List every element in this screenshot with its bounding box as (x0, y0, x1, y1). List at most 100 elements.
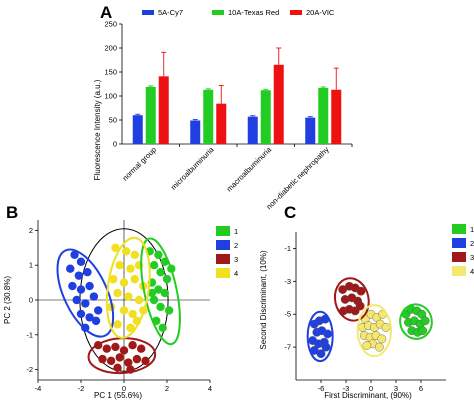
panel-b-point-group-1 (164, 306, 174, 315)
panel-a-category-labels: normal group microalbuminuria macroalbumin… (121, 144, 331, 211)
panel-b-point-group-2 (85, 281, 94, 291)
panel-c-point-group-1 (418, 326, 428, 336)
panel-c-letter: C (284, 203, 296, 222)
panel-b-point-group-3 (132, 354, 142, 364)
panel-b-point-group-2 (94, 306, 103, 315)
panel-b-ytick-label: 0 (29, 296, 33, 305)
bar-5A-Cy7 (132, 115, 143, 144)
legend-label: 20A-VIC (306, 8, 335, 17)
panel-a-letter: A (100, 3, 112, 22)
panel-b-point-group-3 (98, 354, 107, 364)
panel-b-point-group-1 (160, 288, 170, 298)
panel-b-axes: -4 -2 0 2 4 -2 -1 0 1 2 (26, 220, 212, 393)
panel-a-axes: 0 50 100 150 200 250 (104, 20, 353, 149)
panel-c-legend-swatch-1 (452, 224, 466, 234)
panel-b-legend-swatch-2 (216, 240, 230, 250)
panel-c-ellipse-group-2 (306, 310, 334, 363)
panel-b-point-group-4 (119, 306, 129, 315)
bar-5A-Cy7 (247, 116, 258, 144)
panel-a: A 5A-Cy7 10A-Texas Red 20A-VIC Fluorescenc… (93, 3, 353, 211)
panel-b-xtick-label: -2 (78, 384, 85, 393)
panel-a-ytick-label: 50 (109, 116, 117, 125)
panel-c-legend-label: 3 (470, 253, 474, 262)
panel-c-xtick-label: 3 (394, 384, 398, 393)
panel-b-point-group-3 (115, 353, 124, 362)
panel-c-legend: 1 2 3 4d (452, 224, 474, 276)
panel-c-xtick-label: 6 (419, 384, 423, 393)
panel-c-ellipse-group-1 (399, 303, 433, 340)
panel-b-point-group-1 (158, 323, 167, 333)
panel-a-ytick-label: 200 (104, 44, 117, 53)
panel-a-category-label: macroalbuminuria (225, 144, 274, 193)
panel-c-ellipse-group-4 (356, 304, 393, 358)
panel-c-point-group-3 (356, 286, 366, 296)
panel-b-ellipse-group-2 (56, 248, 115, 338)
bar-20A-VIC (273, 64, 284, 144)
panel-b-point-group-4 (124, 292, 133, 301)
panel-c-ytick-label: -1 (284, 244, 291, 253)
panel-b-point-group-1 (154, 285, 163, 294)
panel-b-point-group-4 (126, 323, 135, 333)
panel-a-category-label: normal group (121, 145, 159, 183)
panel-b-xtick-label: 0 (122, 384, 126, 393)
panel-c-xtick-label: -6 (318, 384, 325, 393)
panel-a-bars (132, 47, 342, 144)
bar-20A-VIC (331, 89, 342, 144)
panel-a-ytick-label: 0 (113, 140, 117, 149)
bar-10A-Texas Red (318, 87, 329, 144)
panel-c-point-group-2 (321, 342, 331, 352)
panel-c-legend-label: 4d (470, 267, 474, 276)
panel-a-ytick-label: 250 (104, 20, 117, 29)
panel-b-point-group-2 (76, 285, 86, 294)
panel-b-point-group-3 (124, 358, 133, 367)
panel-b-xtick-label: 4 (208, 384, 212, 393)
bar-10A-Texas Red (203, 89, 214, 144)
panel-b-ytick-label: 2 (29, 226, 33, 235)
panel-b-xtick-label: 2 (165, 384, 169, 393)
panel-b-point-group-4 (134, 295, 144, 305)
panel-b-ellipse-group-1 (140, 237, 181, 346)
panel-b-legend-swatch-4 (216, 268, 230, 278)
panel-b-point-group-2 (70, 250, 79, 259)
panel-b-point-group-1 (149, 295, 159, 305)
panel-a-ylabel: Fluorescence Intensity (a.u.) (93, 79, 102, 180)
panel-c-xtick-label: -3 (343, 384, 350, 393)
panel-c-ytick-label: -3 (284, 277, 291, 286)
panel-b-point-group-2 (66, 264, 75, 273)
panel-b-point-group-2 (83, 267, 92, 277)
panel-b-ytick-label: -2 (26, 365, 33, 374)
panel-b-legend-label: 2 (234, 241, 238, 250)
panel-a-ytick-label: 150 (104, 68, 117, 77)
panel-b-point-group-3 (111, 342, 120, 352)
panel-c-point-group-4 (374, 342, 384, 352)
panel-c-legend-swatch-3 (452, 252, 466, 262)
panel-b: B -4 -2 0 2 4 -2 -1 0 1 2 1 2 3 4 PC 1 (55.6%) PC 2 … (3, 203, 238, 400)
panel-b-point-group-3 (106, 356, 116, 366)
panel-b-point-group-4 (126, 264, 135, 273)
panel-c-legend-swatch-2 (452, 238, 466, 248)
panel-c-ytick-label: -5 (284, 310, 291, 319)
panel-b-point-group-1 (149, 261, 159, 270)
panel-c: C -6 -3 0 3 6 -1 -3 -5 -7 1 2 3 4d First Discrimina… (259, 203, 474, 400)
legend-label: 5A-Cy7 (158, 8, 183, 17)
panel-c-point-group-3 (355, 301, 365, 311)
panel-b-plot (56, 228, 181, 375)
bar-10A-Texas Red (260, 90, 271, 144)
panel-c-point-group-1 (420, 316, 430, 326)
panel-b-point-group-1 (156, 267, 165, 277)
legend-swatch-10A-Texas Red (212, 10, 224, 15)
panel-b-point-group-4 (113, 288, 122, 298)
panel-c-ylabel: Second Discriminant, (10%) (259, 250, 268, 349)
panel-b-point-group-3 (128, 341, 137, 350)
bar-5A-Cy7 (305, 117, 316, 144)
panel-b-point-group-1 (147, 288, 157, 298)
panel-b-point-group-3 (113, 363, 122, 373)
bar-10A-Texas Red (145, 86, 156, 144)
panel-b-legend-label: 3 (234, 255, 238, 264)
panel-c-ellipse-group-3 (333, 277, 370, 322)
bar-20A-VIC (216, 103, 227, 144)
panel-b-point-group-4 (121, 247, 131, 256)
panel-b-point-group-4 (130, 274, 139, 284)
panel-b-point-group-2 (85, 313, 94, 322)
